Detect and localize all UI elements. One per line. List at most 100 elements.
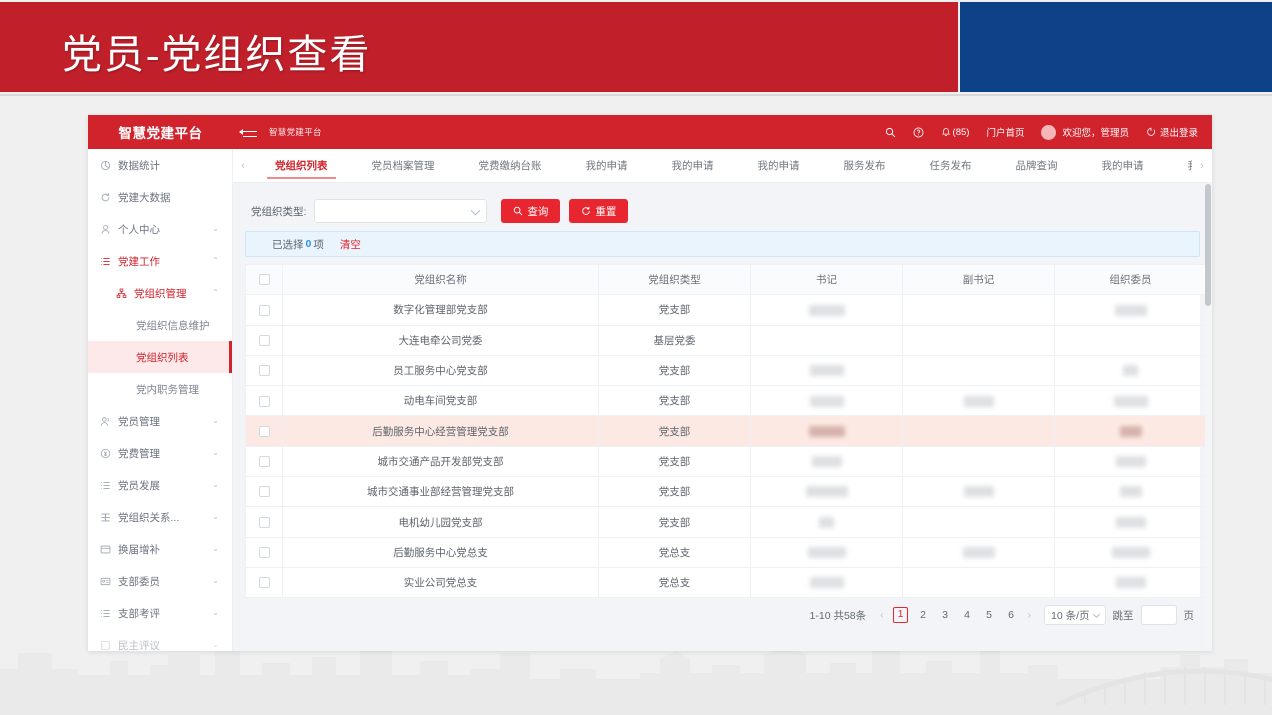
pagination-page-1[interactable]: 1 <box>892 607 909 624</box>
table-row[interactable]: 后勤服务中心经营管理党支部 党支部 <box>245 415 1207 447</box>
row-checkbox[interactable] <box>258 456 270 468</box>
tab-brand-query[interactable]: 品牌查询 <box>1015 160 1058 172</box>
clear-selection-link[interactable]: 清空 <box>339 238 361 251</box>
tab-task-publish[interactable]: 任务发布 <box>929 160 972 172</box>
row-checkbox-cell[interactable] <box>245 294 283 326</box>
cell-secretary <box>750 536 903 568</box>
sidebar-item-personal-center[interactable]: 个人中心 ⌄ <box>88 213 232 245</box>
reset-button[interactable]: 重置 <box>569 199 629 223</box>
row-checkbox-cell[interactable] <box>245 445 283 478</box>
cell-vice-secretary <box>902 354 1055 387</box>
table-row[interactable]: 员工服务中心党支部 党支部 <box>245 354 1207 387</box>
chevron-down-icon: ⌄ <box>212 640 219 649</box>
row-checkbox-cell[interactable] <box>245 536 283 568</box>
row-checkbox-cell[interactable] <box>245 324 283 356</box>
sidebar-item-member-management[interactable]: 党员管理 ⌄ <box>88 405 232 437</box>
user-welcome[interactable]: 欢迎您，管理员 <box>1041 124 1129 140</box>
row-checkbox-cell[interactable] <box>245 415 283 447</box>
table-row[interactable]: 数字化管理部党支部 党支部 <box>245 294 1207 326</box>
table-row[interactable]: 大连电牵公司党委 基层党委 <box>245 324 1207 356</box>
list-icon <box>100 480 116 491</box>
search-icon <box>514 206 523 216</box>
sidebar-item-term-replenish[interactable]: 换届增补 ⌄ <box>88 533 232 565</box>
row-checkbox[interactable] <box>258 365 270 377</box>
tab-service-publish[interactable]: 服务发布 <box>843 160 886 172</box>
tab-my-application-3[interactable]: 我的申请 <box>757 160 800 172</box>
tabs-next-arrow[interactable]: › <box>1200 159 1204 172</box>
column-org-name: 党组织名称 <box>282 263 599 296</box>
tab-member-archive[interactable]: 党员档案管理 <box>371 160 435 172</box>
sidebar-item-party-work[interactable]: 党建工作 ⌃ <box>88 245 232 277</box>
tab-my-application-2[interactable]: 我的申请 <box>671 160 714 172</box>
tab-fee-ledger[interactable]: 党费缴纳台账 <box>478 160 542 172</box>
row-checkbox[interactable] <box>258 395 270 407</box>
sidebar-item-democratic-review[interactable]: 民主评议 ⌄ <box>88 629 232 651</box>
sidebar-collapse-icon[interactable] <box>239 126 257 139</box>
tab-list: 党组织列表 党员档案管理 党费缴纳台账 我的申请 我的申请 我的申请 服务发布 … <box>253 149 1192 182</box>
row-checkbox[interactable] <box>258 486 270 498</box>
sidebar-item-org-management[interactable]: 党组织管理 ⌃ <box>88 277 232 309</box>
sidebar-item-org-info-maintain[interactable]: 党组织信息维护 <box>88 309 232 341</box>
sidebar-item-data-statistics[interactable]: 数据统计 <box>88 149 232 181</box>
portal-home-link[interactable]: 门户首页 <box>986 128 1025 139</box>
table-row[interactable]: 实业公司党总支 党总支 <box>245 566 1207 599</box>
refresh-data-icon <box>100 192 116 203</box>
row-checkbox-cell[interactable] <box>245 385 283 417</box>
row-checkbox-cell[interactable] <box>245 476 283 508</box>
pagination-page-3[interactable]: 3 <box>942 609 948 622</box>
row-checkbox-cell[interactable] <box>245 506 283 538</box>
select-all-checkbox[interactable] <box>258 274 270 286</box>
row-checkbox[interactable] <box>258 577 270 589</box>
tab-my-application-1[interactable]: 我的申请 <box>585 160 628 172</box>
row-checkbox[interactable] <box>258 334 270 346</box>
user-icon <box>100 224 116 235</box>
select-all-cell[interactable] <box>245 263 283 296</box>
help-icon[interactable] <box>913 127 924 138</box>
row-checkbox[interactable] <box>258 547 270 559</box>
row-checkbox-cell[interactable] <box>245 354 283 387</box>
vertical-scrollbar[interactable] <box>1205 184 1211 649</box>
sidebar-item-branch-assessment[interactable]: 支部考评 ⌄ <box>88 597 232 629</box>
search-button[interactable]: 查询 <box>501 199 561 223</box>
search-icon[interactable] <box>885 127 896 138</box>
table-row[interactable]: 后勤服务中心党总支 党总支 <box>245 536 1207 568</box>
row-checkbox[interactable] <box>258 425 270 437</box>
tab-org-list[interactable]: 党组织列表 <box>253 149 350 182</box>
sidebar-item-org-relation[interactable]: 党组织关系... ⌄ <box>88 501 232 533</box>
sidebar-item-fee-management[interactable]: 党费管理 ⌄ <box>88 437 232 469</box>
pagination-page-6[interactable]: 6 <box>1008 609 1014 622</box>
page-size-select[interactable]: 10 条/页 <box>1043 605 1106 626</box>
selection-prefix: 已选择 <box>272 238 304 251</box>
tab-my-application-4[interactable]: 我的申请 <box>1101 160 1144 172</box>
logout-button[interactable]: 退出登录 <box>1146 125 1198 139</box>
org-type-select[interactable] <box>314 199 488 223</box>
scrollbar-thumb[interactable] <box>1205 184 1211 306</box>
sidebar-item-branch-committee[interactable]: 支部委员 ⌄ <box>88 565 232 597</box>
cell-secretary <box>750 476 903 508</box>
row-checkbox-cell[interactable] <box>245 566 283 599</box>
table-row[interactable]: 动电车间党支部 党支部 <box>245 385 1207 417</box>
sidebar-item-big-data[interactable]: 党建大数据 <box>88 181 232 213</box>
pagination-next[interactable]: › <box>1027 609 1031 622</box>
list-icon <box>100 608 116 619</box>
row-checkbox[interactable] <box>258 516 270 528</box>
table-row[interactable]: 城市交通产品开发部党支部 党支部 <box>245 445 1207 478</box>
redacted-value <box>1113 395 1148 407</box>
tab-my-application-5[interactable]: 我的申请 <box>1166 149 1193 182</box>
pagination-page-5[interactable]: 5 <box>986 609 992 622</box>
sidebar-item-inner-post-management[interactable]: 党内职务管理 <box>88 373 232 405</box>
pagination-page-2[interactable]: 2 <box>920 609 926 622</box>
selection-banner: 已选择 0 项 清空 <box>245 231 1200 257</box>
pagination-page-4[interactable]: 4 <box>964 609 970 622</box>
jump-page-input[interactable] <box>1140 605 1177 626</box>
sidebar-item-org-list[interactable]: 党组织列表 <box>88 341 232 373</box>
cell-org-name: 员工服务中心党支部 <box>282 354 599 387</box>
notification-bell[interactable]: (85) <box>941 127 969 138</box>
row-checkbox[interactable] <box>258 304 270 316</box>
pagination-prev[interactable]: ‹ <box>880 609 884 622</box>
sidebar-item-member-development[interactable]: 党员发展 ⌄ <box>88 469 232 501</box>
redacted-value <box>809 395 844 407</box>
table-row[interactable]: 城市交通事业部经营管理党支部 党支部 <box>245 476 1207 508</box>
table-row[interactable]: 电机幼儿园党支部 党支部 <box>245 506 1207 538</box>
tabs-prev-arrow[interactable]: ‹ <box>241 159 245 172</box>
